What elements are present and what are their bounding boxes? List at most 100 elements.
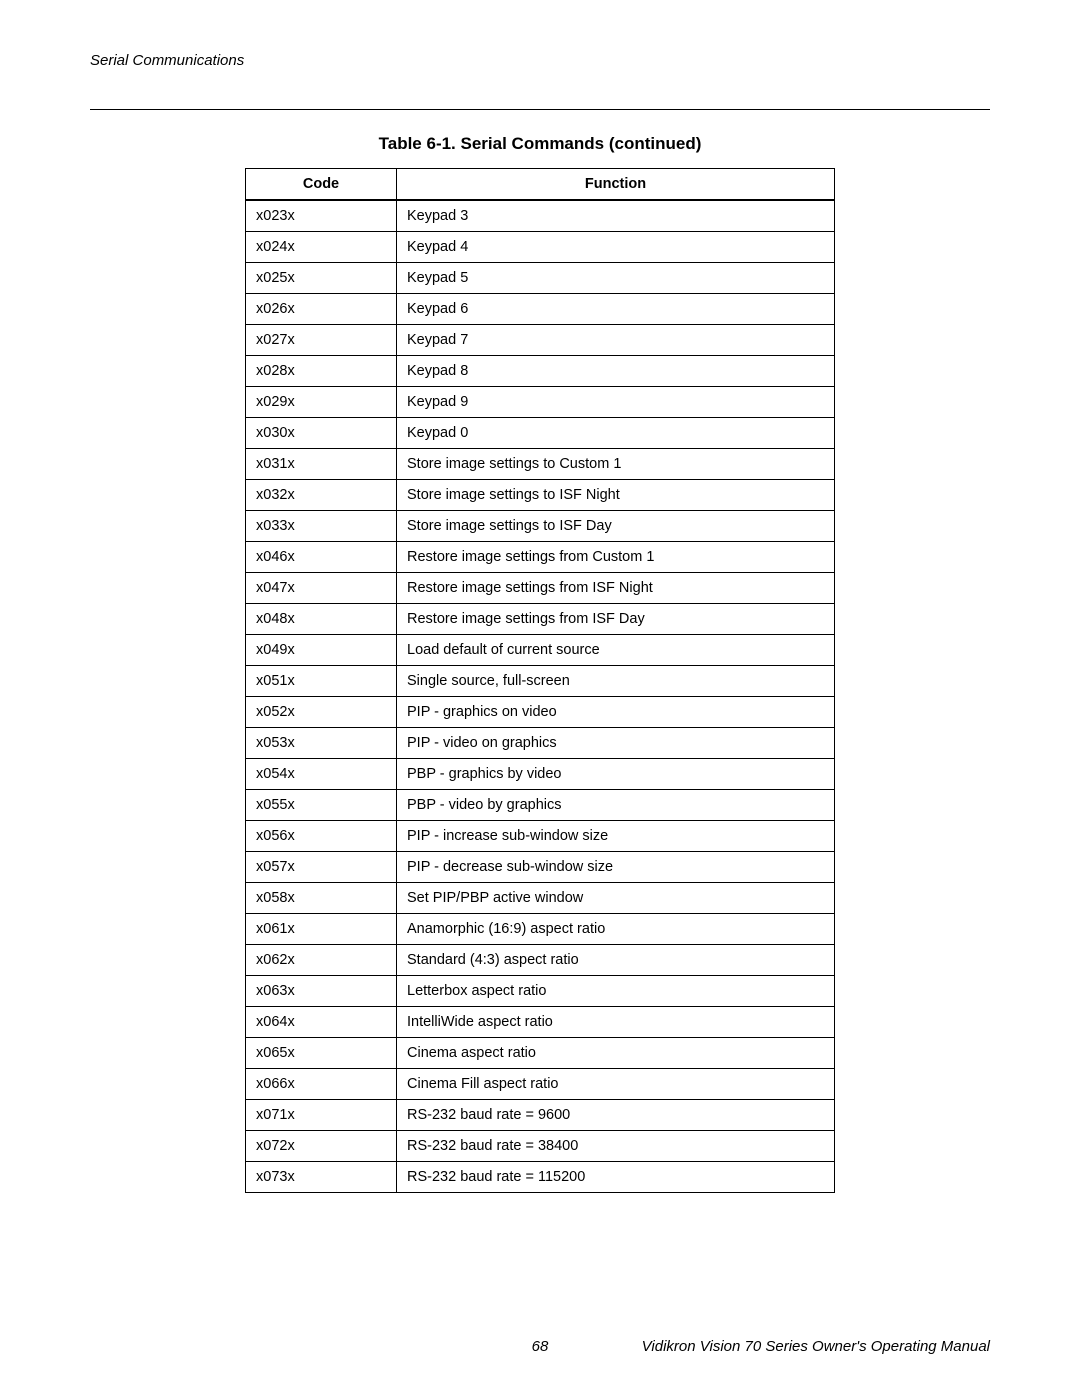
cell-function: Cinema aspect ratio xyxy=(397,1038,835,1069)
table-row: x047xRestore image settings from ISF Nig… xyxy=(246,573,835,604)
cell-code: x052x xyxy=(246,697,397,728)
cell-code: x054x xyxy=(246,759,397,790)
cell-function: IntelliWide aspect ratio xyxy=(397,1007,835,1038)
table-row: x023xKeypad 3 xyxy=(246,200,835,232)
cell-code: x048x xyxy=(246,604,397,635)
table-row: x058xSet PIP/PBP active window xyxy=(246,883,835,914)
table-row: x064xIntelliWide aspect ratio xyxy=(246,1007,835,1038)
table-row: x052xPIP - graphics on video xyxy=(246,697,835,728)
cell-function: Single source, full-screen xyxy=(397,666,835,697)
cell-function: Letterbox aspect ratio xyxy=(397,976,835,1007)
table-row: x066xCinema Fill aspect ratio xyxy=(246,1069,835,1100)
table-row: x055xPBP - video by graphics xyxy=(246,790,835,821)
cell-function: RS-232 baud rate = 38400 xyxy=(397,1131,835,1162)
cell-function: Keypad 0 xyxy=(397,418,835,449)
table-row: x033xStore image settings to ISF Day xyxy=(246,511,835,542)
cell-code: x024x xyxy=(246,232,397,263)
cell-code: x062x xyxy=(246,945,397,976)
table-row: x024xKeypad 4 xyxy=(246,232,835,263)
table-row: x049xLoad default of current source xyxy=(246,635,835,666)
cell-function: Cinema Fill aspect ratio xyxy=(397,1069,835,1100)
cell-function: Keypad 7 xyxy=(397,325,835,356)
cell-code: x049x xyxy=(246,635,397,666)
cell-code: x055x xyxy=(246,790,397,821)
table-row: x072xRS-232 baud rate = 38400 xyxy=(246,1131,835,1162)
cell-function: Load default of current source xyxy=(397,635,835,666)
cell-code: x056x xyxy=(246,821,397,852)
cell-function: Keypad 4 xyxy=(397,232,835,263)
cell-function: Store image settings to ISF Day xyxy=(397,511,835,542)
cell-code: x046x xyxy=(246,542,397,573)
table-row: x032xStore image settings to ISF Night xyxy=(246,480,835,511)
cell-function: Keypad 9 xyxy=(397,387,835,418)
table-row: x063xLetterbox aspect ratio xyxy=(246,976,835,1007)
table-row: x071xRS-232 baud rate = 9600 xyxy=(246,1100,835,1131)
cell-function: Restore image settings from ISF Day xyxy=(397,604,835,635)
cell-code: x047x xyxy=(246,573,397,604)
table-row: x025xKeypad 5 xyxy=(246,263,835,294)
cell-function: RS-232 baud rate = 115200 xyxy=(397,1162,835,1193)
cell-code: x027x xyxy=(246,325,397,356)
col-header-function: Function xyxy=(397,169,835,201)
table-row: x053xPIP - video on graphics xyxy=(246,728,835,759)
section-header: Serial Communications xyxy=(90,52,990,69)
cell-code: x028x xyxy=(246,356,397,387)
table-row: x029xKeypad 9 xyxy=(246,387,835,418)
cell-code: x032x xyxy=(246,480,397,511)
table-row: x026xKeypad 6 xyxy=(246,294,835,325)
cell-function: Restore image settings from Custom 1 xyxy=(397,542,835,573)
table-row: x073xRS-232 baud rate = 115200 xyxy=(246,1162,835,1193)
table-row: x046xRestore image settings from Custom … xyxy=(246,542,835,573)
cell-code: x073x xyxy=(246,1162,397,1193)
page-footer: 68 Vidikron Vision 70 Series Owner's Ope… xyxy=(90,1338,990,1355)
cell-code: x025x xyxy=(246,263,397,294)
horizontal-rule xyxy=(90,109,990,110)
table-row: x056xPIP - increase sub-window size xyxy=(246,821,835,852)
serial-commands-table: Code Function x023xKeypad 3x024xKeypad 4… xyxy=(245,168,835,1193)
table-row: x048xRestore image settings from ISF Day xyxy=(246,604,835,635)
cell-function: PBP - graphics by video xyxy=(397,759,835,790)
table-row: x051xSingle source, full-screen xyxy=(246,666,835,697)
page: Serial Communications Table 6-1. Serial … xyxy=(0,0,1080,1397)
cell-function: Keypad 8 xyxy=(397,356,835,387)
table-row: x028xKeypad 8 xyxy=(246,356,835,387)
cell-code: x053x xyxy=(246,728,397,759)
cell-function: Store image settings to ISF Night xyxy=(397,480,835,511)
cell-function: PBP - video by graphics xyxy=(397,790,835,821)
cell-function: PIP - increase sub-window size xyxy=(397,821,835,852)
cell-function: Standard (4:3) aspect ratio xyxy=(397,945,835,976)
cell-code: x051x xyxy=(246,666,397,697)
cell-function: Store image settings to Custom 1 xyxy=(397,449,835,480)
cell-function: Keypad 3 xyxy=(397,200,835,232)
table-header-row: Code Function xyxy=(246,169,835,201)
cell-code: x066x xyxy=(246,1069,397,1100)
cell-code: x026x xyxy=(246,294,397,325)
cell-function: Set PIP/PBP active window xyxy=(397,883,835,914)
cell-code: x065x xyxy=(246,1038,397,1069)
cell-code: x057x xyxy=(246,852,397,883)
cell-code: x029x xyxy=(246,387,397,418)
cell-code: x061x xyxy=(246,914,397,945)
cell-code: x023x xyxy=(246,200,397,232)
table-row: x065xCinema aspect ratio xyxy=(246,1038,835,1069)
cell-code: x071x xyxy=(246,1100,397,1131)
cell-code: x064x xyxy=(246,1007,397,1038)
table-row: x030xKeypad 0 xyxy=(246,418,835,449)
cell-function: Keypad 5 xyxy=(397,263,835,294)
cell-function: PIP - video on graphics xyxy=(397,728,835,759)
table-row: x062xStandard (4:3) aspect ratio xyxy=(246,945,835,976)
table-caption: Table 6-1. Serial Commands (continued) xyxy=(90,134,990,154)
cell-code: x063x xyxy=(246,976,397,1007)
col-header-code: Code xyxy=(246,169,397,201)
cell-function: PIP - decrease sub-window size xyxy=(397,852,835,883)
cell-function: RS-232 baud rate = 9600 xyxy=(397,1100,835,1131)
cell-function: Restore image settings from ISF Night xyxy=(397,573,835,604)
cell-code: x030x xyxy=(246,418,397,449)
table-row: x054xPBP - graphics by video xyxy=(246,759,835,790)
manual-title: Vidikron Vision 70 Series Owner's Operat… xyxy=(642,1338,990,1355)
cell-function: Keypad 6 xyxy=(397,294,835,325)
table-row: x057xPIP - decrease sub-window size xyxy=(246,852,835,883)
cell-code: x058x xyxy=(246,883,397,914)
table-row: x027xKeypad 7 xyxy=(246,325,835,356)
cell-function: PIP - graphics on video xyxy=(397,697,835,728)
